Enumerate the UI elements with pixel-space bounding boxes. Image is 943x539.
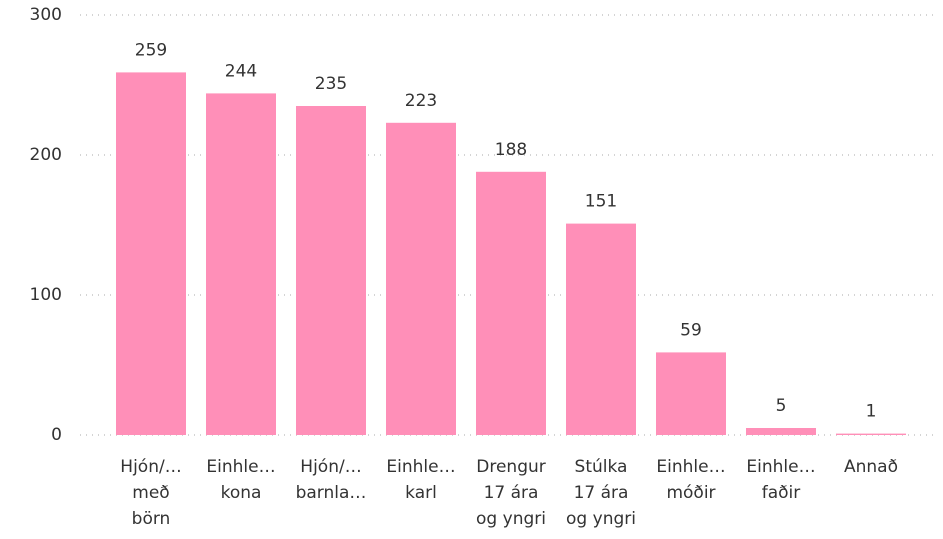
x-tick-label-line: Stúlka xyxy=(575,457,628,477)
value-label: 188 xyxy=(495,140,527,160)
x-tick-label-line: Einhle… xyxy=(656,457,725,477)
x-tick-label: Stúlka 17 ára og yngri xyxy=(566,457,636,529)
bar xyxy=(206,93,276,436)
x-tick-label-line: og yngri xyxy=(566,509,636,529)
x-tick-label: Einhle… faðir xyxy=(746,457,815,503)
x-tick-label: Hjón/… barnla… xyxy=(296,457,367,503)
x-tick-label: Einhle… kona xyxy=(206,457,275,503)
value-label: 223 xyxy=(405,91,437,111)
x-tick-label: Einhle… móðir xyxy=(656,457,725,503)
x-tick-label-line: Einhle… xyxy=(206,457,275,477)
x-tick-label-line: kona xyxy=(221,483,262,503)
x-tick-label-line: Einhle… xyxy=(746,457,815,477)
x-tick-label-line: og yngri xyxy=(476,509,546,529)
bar xyxy=(386,122,456,436)
y-tick-label: 0 xyxy=(51,425,62,445)
y-tick-label: 100 xyxy=(30,285,62,305)
value-label: 259 xyxy=(135,40,167,60)
value-label: 235 xyxy=(315,74,347,94)
bar xyxy=(836,433,906,435)
x-tick-label-line: 17 ára xyxy=(484,483,539,503)
x-tick-label-line: Hjón/… xyxy=(120,457,181,477)
x-tick-label-line: móðir xyxy=(666,483,715,503)
x-tick-label-line: börn xyxy=(132,509,171,529)
bar xyxy=(296,106,366,435)
bar xyxy=(116,72,186,436)
value-label: 59 xyxy=(680,320,702,340)
value-label: 5 xyxy=(776,396,787,416)
x-tick-label-line: Drengur xyxy=(476,457,546,477)
value-label: 1 xyxy=(866,402,877,422)
bar xyxy=(746,428,816,435)
x-tick-label: Annað xyxy=(844,457,898,477)
bar xyxy=(656,352,726,435)
x-tick-label: Einhle… karl xyxy=(386,457,455,503)
x-tick-label-line: karl xyxy=(405,483,437,503)
x-tick-label: Hjón/… með börn xyxy=(120,457,181,529)
x-tick-label-line: Einhle… xyxy=(386,457,455,477)
bar xyxy=(566,223,636,435)
y-tick-label: 300 xyxy=(30,5,62,25)
x-tick-label-line: með xyxy=(132,483,169,503)
x-tick-label-line: Hjón/… xyxy=(300,457,361,477)
bar xyxy=(476,171,546,436)
x-tick-label-line: barnla… xyxy=(296,483,367,503)
value-label: 244 xyxy=(225,61,257,81)
x-tick-label: Drengur 17 ára og yngri xyxy=(476,457,546,529)
x-tick-label-line: Annað xyxy=(844,457,898,477)
x-tick-label-line: 17 ára xyxy=(574,483,629,503)
x-tick-label-line: faðir xyxy=(762,483,801,503)
value-label: 151 xyxy=(585,192,617,212)
y-tick-label: 200 xyxy=(30,145,62,165)
